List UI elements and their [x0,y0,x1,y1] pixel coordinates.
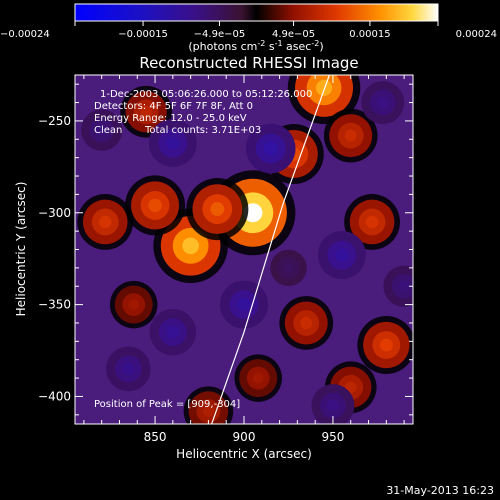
y-tick-label: −400 [38,389,71,403]
source-core [237,297,251,312]
emission-source [383,265,413,307]
emission-source [270,249,307,287]
heatmap-image [77,75,413,424]
y-tick-label: −250 [38,114,71,128]
time-range-annotation: 1-Dec-2003 05:06:26.000 to 05:12:26.000 [100,89,312,100]
annotations: 1-Dec-2003 05:06:26.000 to 05:12:26.000 … [94,89,312,410]
emission-source [109,280,158,329]
emission-source [245,123,296,174]
emission-source [77,194,134,250]
emission-source [220,280,268,329]
x-axis-ticks: 850 900 950 [83,75,405,444]
source-core [166,325,180,339]
source-core [98,215,112,229]
colorbar-units: (photons cm-2 s-1 asec-2) [188,39,323,53]
colorbar-gradient [75,4,438,21]
x-tick-label: 900 [233,430,256,444]
source-core [365,215,379,229]
emission-source [317,231,366,280]
x-tick-label: 850 [144,430,167,444]
x-tick-label: 950 [321,430,344,444]
source-core [300,316,313,329]
emission-source [279,296,334,350]
emission-source [323,108,378,163]
method-annotation: Clean [94,125,122,136]
x-axis-label: Heliocentric X (arcsec) [176,447,312,461]
emission-source [81,109,123,151]
solar-limb-line [211,75,330,424]
y-tick-label: −350 [38,298,71,312]
source-core [210,202,225,217]
plot-area [75,75,413,424]
emission-source [186,178,249,241]
y-axis-ticks: −400 −350 −300 −250 [38,83,413,416]
emission-source [361,81,405,125]
source-core [315,79,333,96]
emission-source [344,194,401,250]
source-core [263,141,278,156]
emission-source [148,118,197,167]
source-core [326,399,339,412]
source-core [148,198,162,213]
colorbar-ticks: −0.00024 −0.00015 −4.9e−05 4.9e−05 0.00015 0.… [0,21,497,40]
source-core [398,280,410,293]
source-core [202,405,214,417]
colorbar-tick-label: 0.00024 [456,29,497,40]
source-core [95,124,108,136]
source-core [128,299,140,310]
colorbar-tick-label: −0.00024 [0,29,50,40]
y-tick-label: −300 [38,206,71,220]
colorbar-tick-label: 0.00015 [349,29,390,40]
emission-source [311,384,355,424]
emission-source [149,308,197,356]
peak-position-annotation: Position of Peak = [909,-304] [94,399,240,410]
source-core [335,248,349,262]
source-core [379,338,393,352]
emission-source [234,354,282,402]
source-core [122,362,135,376]
emission-source [106,346,151,392]
colorbar-tick-label: 4.9e−05 [272,29,315,40]
emission-source [357,316,413,374]
footer-date: 31-May-2013 16:23 [386,484,494,497]
chart-title: Reconstructed RHESSI Image [139,54,358,72]
emission-source [183,386,234,424]
colorbar: −0.00024 −0.00015 −4.9e−05 4.9e−05 0.00015 0.… [0,3,497,53]
source-core [140,105,152,118]
source-core [166,136,180,150]
y-axis-label: Heliocentric Y (arcsec) [14,182,28,317]
energy-range-annotation: Energy Range: 12.0 - 25.0 keV [94,113,247,124]
source-core [344,129,357,142]
source-core [182,237,199,255]
colorbar-frame [74,3,439,22]
source-core [283,262,294,273]
detectors-annotation: Detectors: 4F 5F 6F 7F 8F, Att 0 [94,101,253,112]
source-core [252,372,264,384]
emission-source [125,175,186,236]
colorbar-tick-label: −4.9e−05 [194,29,246,40]
source-core [376,96,389,109]
colorbar-tick-label: −0.00015 [118,29,168,40]
total-counts-annotation: Total counts: 3.71E+03 [144,125,261,136]
